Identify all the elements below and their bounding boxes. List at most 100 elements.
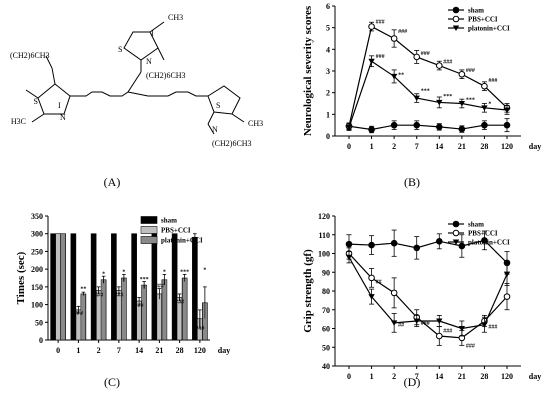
data-point [345, 240, 353, 248]
significance-annotation: ### [443, 59, 452, 65]
significance-annotation: ** [80, 286, 86, 292]
panel-label-a: (A) [104, 175, 121, 189]
chem-atom-label: (CH2)6CH3 [212, 139, 252, 148]
chart-c-times: 0 50 100 150 200 250 300 350 0 1 2 7 14 21 28 120 day Tim… [15, 212, 230, 355]
series-line [348, 256, 508, 330]
bar [55, 233, 61, 341]
series-line [348, 124, 507, 131]
y-axis-title: Times (sec) [15, 251, 27, 304]
data-point [458, 242, 466, 250]
data-point [481, 322, 488, 328]
chem-atom-label: CH3 [168, 13, 183, 22]
significance-annotation: * [122, 269, 125, 275]
x-tick-label: 14 [435, 372, 443, 381]
chem-atom-label: I [58, 101, 61, 110]
significance-annotation: ### [488, 78, 497, 84]
series-line [348, 253, 508, 339]
significance-annotation: *** [443, 94, 452, 100]
x-tick-label: 14 [435, 142, 443, 151]
significance-annotation: * [102, 272, 105, 278]
significance-annotation: * [488, 102, 491, 108]
data-point [368, 126, 375, 133]
series-platonin-cci [345, 251, 511, 337]
legend-marker [452, 6, 460, 14]
chem-atom-label: N [146, 57, 152, 66]
x-tick-label: 2 [392, 372, 396, 381]
x-tick-label: 120 [501, 142, 513, 151]
significance-annotation: *** [421, 89, 430, 95]
data-point [503, 293, 511, 300]
legend-entry: PBS+CCI [468, 230, 498, 238]
data-point [345, 124, 353, 131]
significance-annotation: ### [421, 51, 430, 57]
legend-entry: PBS+CCI [468, 16, 498, 24]
y-tick-label: 250 [31, 247, 43, 256]
data-point [435, 62, 443, 69]
panel-label-d: (D) [404, 375, 421, 389]
x-tick-label: 120 [501, 372, 513, 381]
chem-atom-label: H3C [11, 117, 26, 126]
x-tick-label: 7 [415, 372, 419, 381]
x-axis-unit: day [218, 346, 230, 355]
significance-annotation: ### [155, 284, 164, 290]
x-tick-label: 1 [76, 346, 80, 355]
x-tick-label: 7 [415, 142, 419, 151]
y-tick-label: 350 [31, 212, 43, 221]
y-tick-label: 120 [318, 212, 330, 221]
data-point [503, 271, 511, 278]
data-point [435, 238, 443, 245]
data-point [413, 53, 421, 61]
bar [90, 233, 97, 341]
significance-annotation: ### [421, 321, 430, 327]
y-tick-label: 100 [318, 250, 330, 259]
y-tick-label: 300 [31, 230, 43, 239]
panel-label-b: (B) [404, 175, 420, 189]
y-tick-label: 0 [39, 336, 43, 345]
significance-annotation: ### [175, 300, 184, 306]
y-tick-label: 110 [318, 231, 330, 240]
legend-entry: sham [468, 7, 484, 15]
chem-atom-label: N [60, 113, 66, 122]
panel-label-c: (C) [104, 375, 120, 389]
x-tick-label: 28 [480, 372, 488, 381]
x-axis-unit: day [529, 372, 541, 381]
significance-annotation: ### [466, 343, 475, 349]
x-tick-label: 2 [97, 346, 101, 355]
data-point [458, 101, 466, 107]
data-point [390, 73, 398, 80]
x-tick-label: 0 [347, 372, 351, 381]
legend-swatch [140, 236, 158, 244]
x-tick-label: 28 [480, 142, 488, 151]
chem-atom-label: N [212, 125, 218, 134]
chem-atom-label: S [34, 97, 38, 106]
significance-annotation: ### [443, 328, 452, 334]
legend-marker [452, 229, 460, 237]
y-tick-label: 60 [322, 325, 330, 334]
chem-atom-label: S [118, 45, 122, 54]
y-tick-label: 2 [326, 89, 330, 98]
data-point [481, 82, 488, 90]
x-tick-label: 7 [117, 346, 121, 355]
legend-entry: sham [161, 217, 177, 225]
x-tick-label: 14 [135, 346, 143, 355]
series-platonin-cci [345, 55, 511, 131]
data-point [390, 320, 398, 326]
data-point [481, 121, 488, 129]
series-sham [345, 118, 511, 134]
series-line [348, 25, 508, 127]
y-tick-label: 1 [326, 110, 330, 119]
data-point [345, 254, 353, 261]
y-tick-label: 0 [326, 132, 330, 141]
y-tick-label: 50 [35, 318, 43, 327]
chem-atom-label: (CH2)6CH3 [10, 51, 50, 60]
series-sham [345, 229, 511, 275]
data-point [368, 23, 375, 30]
bar [50, 233, 56, 341]
data-point [390, 289, 398, 297]
x-tick-label: 0 [347, 142, 351, 151]
legend-entry: PBS+CCI [161, 227, 191, 235]
data-point [368, 241, 375, 249]
data-point [368, 274, 375, 282]
